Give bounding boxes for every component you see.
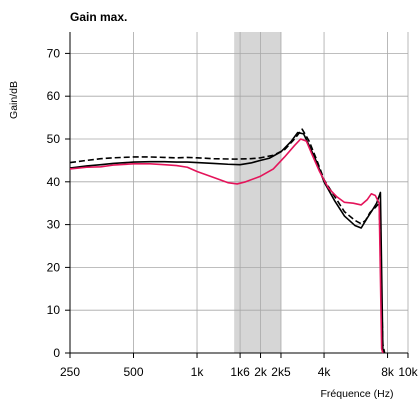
shaded-band	[234, 32, 281, 353]
x-tick-label: 2k5	[271, 365, 291, 379]
x-tick-label: 1k	[191, 365, 205, 379]
y-tick-label: 50	[47, 132, 61, 146]
y-tick-label: 60	[47, 89, 61, 103]
x-tick-label: 1k6	[230, 365, 250, 379]
x-tick-label: 10k	[398, 365, 418, 379]
x-tick-label: 500	[123, 365, 143, 379]
y-tick-label: 30	[47, 218, 61, 232]
x-tick-label: 4k	[318, 365, 332, 379]
series-line-3	[69, 138, 384, 354]
x-tick-label: 8k	[381, 365, 395, 379]
x-axis-label: Fréquence (Hz)	[321, 388, 394, 400]
y-tick-label: 0	[53, 346, 60, 360]
y-tick-label: 70	[47, 46, 61, 60]
series-line-2	[69, 131, 385, 354]
chart-title: Gain max.	[70, 10, 127, 24]
plot-area: 0 10 20 30 40 50 60 70 250 500 1k 1k6 2k 2k5 4k 8k 10k	[47, 32, 419, 379]
y-tick-label: 20	[47, 260, 61, 274]
x-tick-label: 250	[60, 365, 80, 379]
x-tick-label: 2k	[254, 365, 268, 379]
y-axis-label: Gain/dB	[8, 81, 20, 119]
y-tick-label: 10	[47, 303, 61, 317]
y-tick-label: 40	[47, 175, 61, 189]
